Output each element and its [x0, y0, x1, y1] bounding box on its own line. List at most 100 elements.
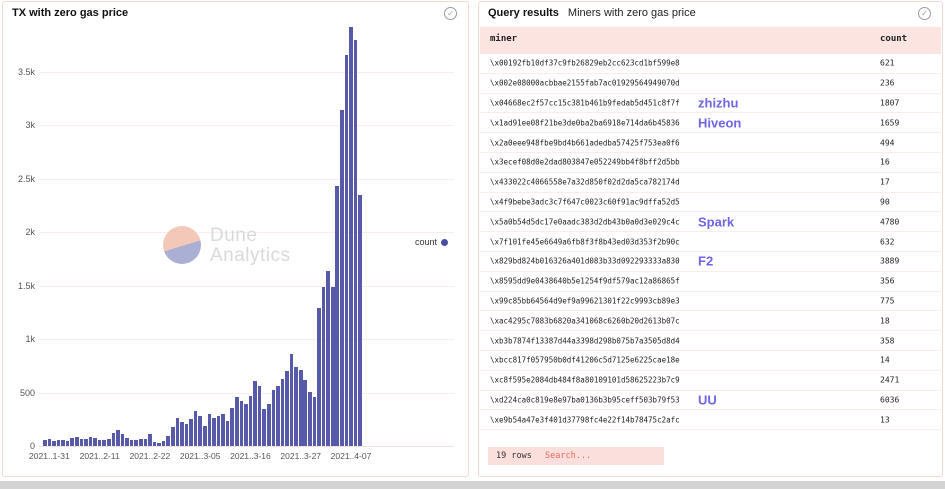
y-tick-label: 0 [29, 441, 35, 451]
bar [102, 440, 106, 446]
bar [326, 270, 330, 446]
miner-address[interactable]: \xc8f595e2084db484f8a80109101d58625223b7… [490, 375, 680, 385]
bar [335, 186, 340, 446]
bar [157, 442, 161, 446]
bar [161, 440, 166, 446]
count-value: 14 [880, 355, 890, 365]
count-value: 4780 [880, 217, 900, 227]
bar [198, 415, 202, 446]
miner-address[interactable]: \x3ecef08d0e2dad803847e052249bb4f8bff2d5… [490, 157, 680, 167]
miner-address[interactable]: \xb3b7874f13387d44a3398d298b075b7a3505d8… [490, 336, 680, 346]
miner-address[interactable]: \xe9b54a47e3f401d37798fc4e22f14b78475c2a… [490, 415, 680, 425]
bar [262, 409, 266, 446]
gridline [39, 339, 454, 341]
watermark-text: Dune Analytics [210, 225, 291, 266]
miner-address[interactable]: \x8595dd9e0438640b5e1254f9df579ac12a8686… [490, 276, 680, 286]
table-row: \xe9b54a47e3f401d37798fc4e22f14b78475c2a… [480, 410, 941, 431]
miner-address[interactable]: \x04668ec2f57cc15c381b461b9fedab5d451c8f… [490, 98, 680, 108]
bar [207, 413, 212, 446]
table-row: \x2a0eee948fbe9bd4b661adedba57425f753ea0… [480, 133, 941, 153]
table-header: miner count [480, 27, 941, 54]
y-tick-label: 3k [25, 120, 35, 131]
bar [74, 437, 79, 446]
miner-address[interactable]: \x00192fb10df37c9fb26829eb2cc623cd1bf599… [490, 58, 680, 68]
table-row: \x5a0b54d5dc17e0aadc383d2db43b0a0d3e029c… [480, 212, 941, 233]
bar [106, 439, 111, 446]
miner-address[interactable]: \x1ad91ee08f21be3de0ba2ba6918e714da6b458… [490, 118, 680, 128]
bar [148, 434, 152, 446]
count-value: 621 [880, 58, 895, 68]
bar [116, 429, 120, 446]
bar [125, 437, 129, 446]
gridline [39, 125, 454, 127]
bar [134, 440, 138, 446]
bar [317, 308, 321, 446]
gridline [39, 285, 454, 287]
legend-count[interactable]: count [415, 237, 449, 247]
column-header-count[interactable]: count [880, 34, 908, 44]
table-row: \x04668ec2f57cc15c381b461b9fedab5d451c8f… [480, 93, 941, 114]
legend-label: count [415, 237, 438, 247]
bar [193, 410, 198, 446]
gridline [39, 178, 454, 180]
count-value: 2471 [880, 375, 900, 385]
bar [84, 439, 88, 446]
miner-address[interactable]: \x99c85bb64564d9ef9a99621301f22c9993cb89… [490, 296, 680, 306]
bar [276, 385, 280, 446]
bar [93, 437, 97, 446]
miner-address[interactable]: \x2a0eee948fbe9bd4b661adedba57425f753ea0… [490, 138, 680, 148]
bar [184, 424, 189, 446]
miner-address[interactable]: \x7f101fe45e6649a6fb8f3f8b43ed03d353f2b9… [490, 237, 680, 247]
bar [216, 415, 221, 446]
miner-address[interactable]: \x5a0b54d5dc17e0aadc383d2db43b0a0d3e029c… [490, 217, 680, 227]
miner-address[interactable]: \x4f9bebe3adc3c7f647c0023c60f91ac9dffa52… [490, 197, 680, 207]
bar [312, 396, 317, 446]
search-input[interactable] [536, 447, 664, 465]
bar [289, 353, 294, 446]
miner-tag: Hiveon [698, 115, 742, 131]
bar [253, 380, 257, 446]
bar [152, 442, 157, 446]
y-tick-label: 3.5k [17, 67, 35, 77]
query-results-title: Query results [488, 7, 559, 19]
y-tick-label: 1.5k [17, 280, 35, 291]
miner-address[interactable]: \xac4295c7083b6820a341068c6260b20d2613b0… [490, 316, 680, 326]
count-value: 236 [880, 78, 895, 88]
column-header-miner[interactable]: miner [490, 34, 518, 44]
miner-address[interactable]: \xd224ca0c819e8e97ba0136b3b95ceff503b79f… [490, 395, 680, 405]
miner-address[interactable]: \x829bd824b016326a401d083b33d092293333a8… [490, 256, 680, 266]
count-value: 13 [880, 415, 890, 425]
bar [353, 39, 358, 446]
chart-panel-header: TX with zero gas price [12, 7, 128, 19]
bar [308, 392, 312, 446]
miner-address[interactable]: \xbcc817f057950b0df41206c5d7125e6225cae1… [490, 355, 680, 365]
table-row: \x7f101fe45e6649a6fb8f3f8b43ed03d353f2b9… [480, 232, 941, 252]
miner-address[interactable]: \x433022c4066558e7a32d850f02d2da5ca78217… [490, 177, 680, 187]
miner-address[interactable]: \x002e08000acbbae2155fab7ac0192956494907… [490, 78, 680, 88]
bar [56, 439, 61, 446]
x-tick-label: 2021..3-27 [280, 451, 322, 461]
count-value: 775 [880, 296, 895, 306]
x-tick-label: 2021..4-07 [330, 451, 372, 461]
bar [221, 413, 225, 446]
bar [294, 366, 298, 446]
bar [120, 433, 125, 446]
bar [298, 370, 303, 446]
table-row: \xb3b7874f13387d44a3398d298b075b7a3505d8… [480, 331, 941, 351]
bar [239, 400, 244, 446]
bar [43, 440, 47, 446]
y-tick-label: 2k [25, 227, 35, 238]
bar [234, 397, 239, 446]
query-results-header: Query results Miners with zero gas price [488, 7, 696, 19]
verified-checkmark-icon[interactable]: ✓ [918, 7, 931, 20]
miner-tag: Spark [698, 214, 735, 230]
table-row: \x829bd824b016326a401d083b33d092293333a8… [480, 251, 941, 272]
table-row: \x8595dd9e0438640b5e1254f9df579ac12a8686… [480, 271, 941, 292]
bar [47, 439, 52, 446]
bar [358, 194, 362, 446]
table-row: \x99c85bb64564d9ef9a99621301f22c9993cb89… [480, 291, 941, 312]
bar [257, 385, 262, 446]
verified-checkmark-icon[interactable]: ✓ [444, 7, 457, 20]
bar [52, 441, 56, 446]
gridline [39, 392, 454, 394]
